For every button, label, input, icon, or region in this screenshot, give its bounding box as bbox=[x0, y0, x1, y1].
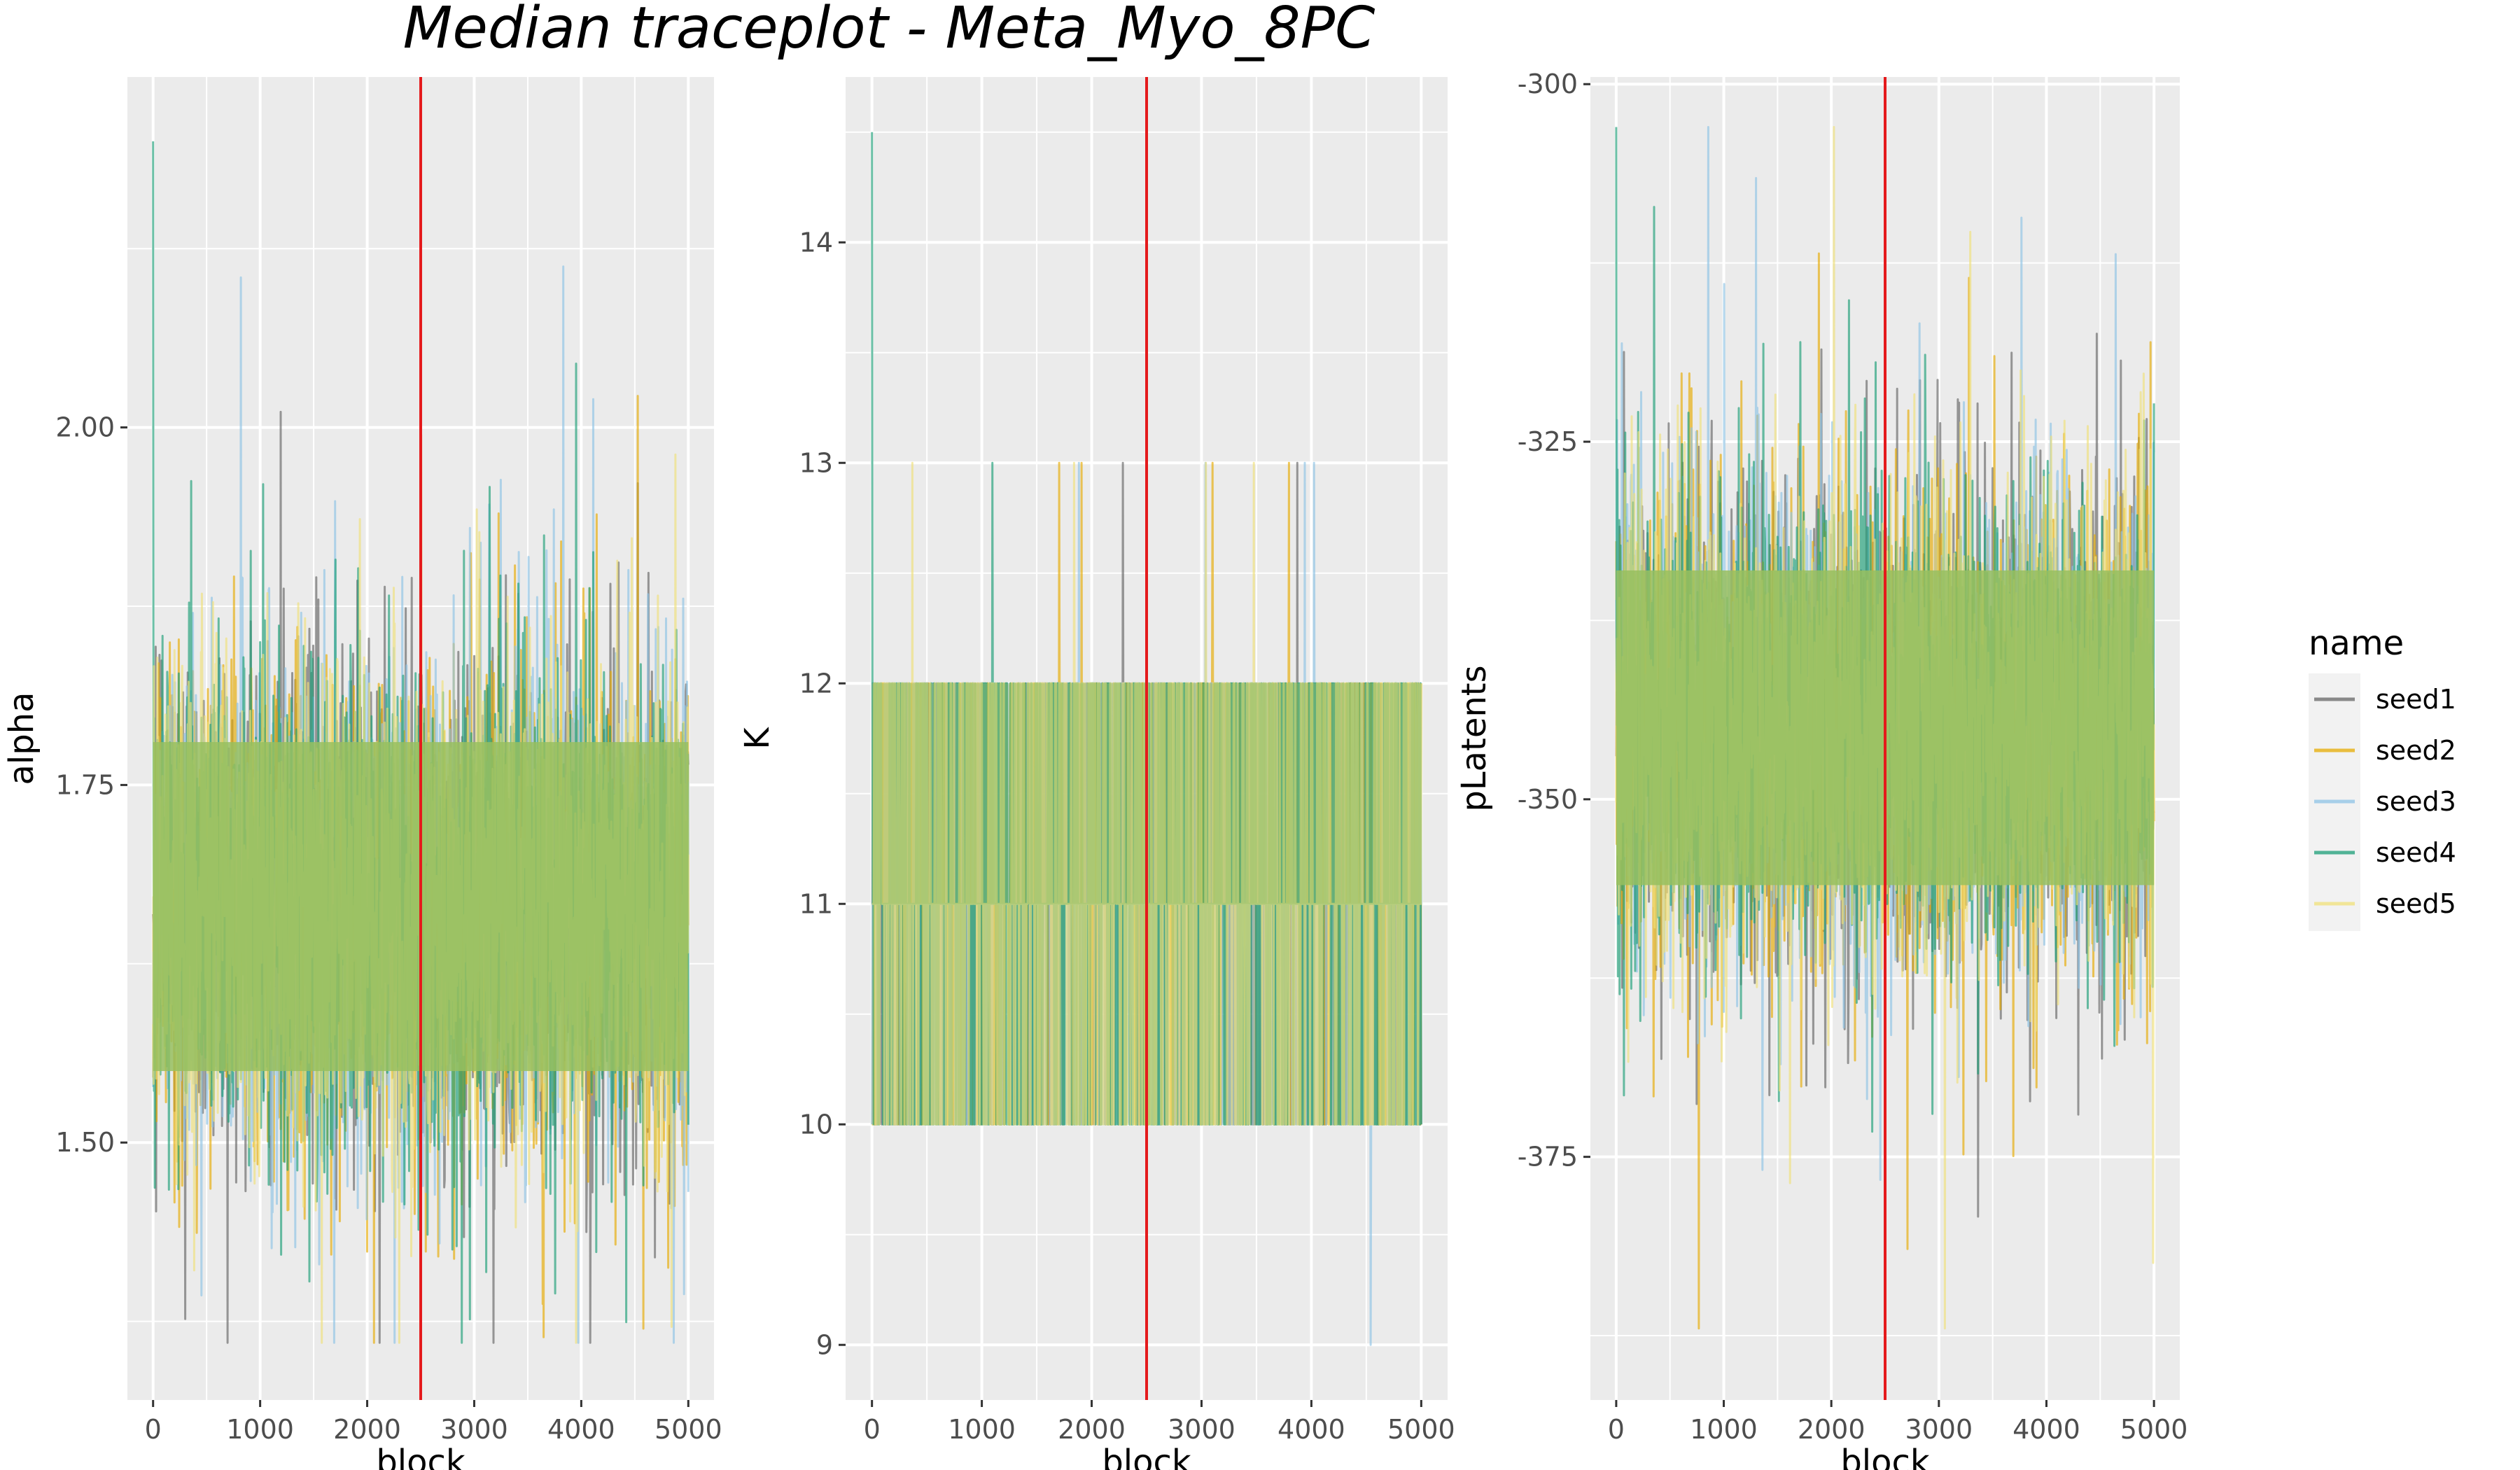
x-tick-label: 1000 bbox=[948, 1414, 1016, 1445]
x-tick-label: 3000 bbox=[1168, 1414, 1236, 1445]
x-tick-label: 5000 bbox=[2120, 1414, 2188, 1445]
y-tick-label: -375 bbox=[1518, 1142, 1578, 1172]
y-tick-label: -325 bbox=[1518, 426, 1578, 457]
x-tick-label: 1000 bbox=[226, 1414, 294, 1445]
x-tick-label: 0 bbox=[145, 1414, 162, 1445]
y-tick-label: 11 bbox=[799, 888, 833, 919]
y-axis-label: pLatents bbox=[1455, 665, 1494, 811]
legend-label-seed1: seed1 bbox=[2376, 684, 2456, 715]
y-tick-label: -350 bbox=[1518, 784, 1578, 815]
panel-platents: 0 1000 2000 3000 4000 5000 -375 -350 -325 -300 blo… bbox=[1455, 69, 2188, 1470]
x-axis-label: block bbox=[1102, 1443, 1191, 1470]
x-tick-label: 4000 bbox=[2012, 1414, 2080, 1445]
y-tick-label: 14 bbox=[799, 227, 833, 258]
x-tick-label: 0 bbox=[1608, 1414, 1625, 1445]
x-tick-label: 1000 bbox=[1690, 1414, 1758, 1445]
legend-title: name bbox=[2309, 624, 2404, 663]
panel-alpha: 0 1000 2000 3000 4000 5000 1.50 1.75 2.00 block al… bbox=[2, 77, 722, 1470]
legend-label-seed4: seed4 bbox=[2376, 837, 2456, 868]
legend-label-seed3: seed3 bbox=[2376, 786, 2456, 817]
legend: name seed1 seed2 seed3 seed4 seed5 bbox=[2309, 624, 2456, 931]
x-tick-label: 2000 bbox=[1058, 1414, 1126, 1445]
y-tick-label: 1.50 bbox=[55, 1127, 115, 1158]
x-tick-label: 3000 bbox=[440, 1414, 508, 1445]
x-tick-label: 3000 bbox=[1905, 1414, 1973, 1445]
figure-title: Median traceplot - Meta_Myo_8PC bbox=[403, 0, 1376, 62]
y-tick-label: 2.00 bbox=[55, 412, 115, 443]
x-axis-label: block bbox=[1840, 1443, 1930, 1470]
y-tick-label: 1.75 bbox=[55, 769, 115, 800]
legend-label-seed5: seed5 bbox=[2376, 888, 2456, 919]
y-tick-label: -300 bbox=[1518, 69, 1578, 99]
y-tick-label: 10 bbox=[799, 1109, 833, 1140]
x-tick-label: 5000 bbox=[1387, 1414, 1455, 1445]
y-tick-label: 13 bbox=[799, 447, 833, 478]
x-axis-label: block bbox=[376, 1443, 465, 1470]
x-tick-label: 0 bbox=[864, 1414, 881, 1445]
y-axis-label: K bbox=[738, 727, 777, 750]
y-axis-label: alpha bbox=[2, 692, 41, 785]
x-tick-label: 4000 bbox=[1278, 1414, 1345, 1445]
x-tick-label: 5000 bbox=[654, 1414, 722, 1445]
panel-k: 0 1000 2000 3000 4000 5000 9 10 11 12 13 14 block K bbox=[738, 77, 1455, 1470]
panels-group: 0 1000 2000 3000 4000 50001.501.752.00blockal… bbox=[2, 69, 2188, 1470]
y-tick-label: 9 bbox=[816, 1329, 833, 1360]
legend-label-seed2: seed2 bbox=[2376, 735, 2456, 766]
x-tick-label: 4000 bbox=[547, 1414, 615, 1445]
x-tick-label: 2000 bbox=[333, 1414, 401, 1445]
y-tick-label: 12 bbox=[799, 668, 833, 699]
x-tick-label: 2000 bbox=[1798, 1414, 1865, 1445]
